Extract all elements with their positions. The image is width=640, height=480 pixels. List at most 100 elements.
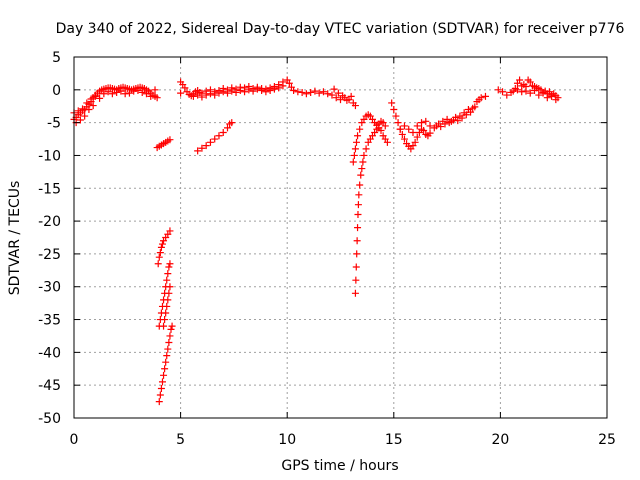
- x-tick-label: 25: [598, 432, 616, 448]
- data-point: [194, 91, 202, 99]
- data-point: [165, 289, 173, 297]
- y-tick-label: -15: [38, 181, 61, 197]
- data-point: [494, 86, 502, 94]
- data-point: [347, 92, 355, 100]
- data-point: [163, 352, 171, 360]
- data-point: [83, 99, 91, 107]
- data-point: [352, 263, 360, 271]
- data-point: [211, 91, 219, 99]
- data-point: [76, 116, 84, 124]
- data-point: [354, 224, 362, 232]
- grid: [74, 57, 607, 418]
- data-point: [539, 89, 547, 97]
- data-point: [125, 89, 133, 97]
- data-point: [481, 92, 489, 100]
- data-point: [177, 89, 185, 97]
- data-point: [168, 322, 176, 330]
- data-point: [475, 96, 483, 104]
- y-tick-label: -45: [38, 378, 61, 394]
- data-point: [405, 125, 413, 133]
- x-tick-label: 15: [385, 432, 403, 448]
- data-point: [471, 103, 479, 111]
- data-point: [307, 88, 315, 96]
- data-point: [219, 128, 227, 136]
- data-point: [290, 86, 298, 94]
- data-point: [198, 144, 206, 152]
- data-point: [343, 96, 351, 104]
- data-point: [334, 89, 342, 97]
- data-point: [328, 91, 336, 99]
- data-point: [377, 127, 385, 135]
- y-tick-label: -10: [38, 148, 61, 164]
- data-point: [166, 283, 174, 291]
- data-point: [413, 133, 421, 141]
- data-point: [228, 119, 236, 127]
- data-point: [165, 339, 173, 347]
- data-point: [411, 138, 419, 146]
- data-point: [355, 191, 363, 199]
- data-point: [164, 296, 172, 304]
- data-point: [215, 132, 223, 140]
- data-point: [354, 211, 362, 219]
- data-point: [311, 87, 319, 95]
- data-point: [396, 125, 404, 133]
- data-point: [153, 94, 161, 102]
- data-point: [503, 91, 511, 99]
- data-point: [526, 78, 534, 86]
- data-point: [400, 135, 408, 143]
- data-point: [166, 227, 174, 235]
- data-point: [157, 243, 165, 251]
- data-point: [351, 289, 359, 297]
- data-point: [275, 84, 283, 92]
- data-point: [350, 151, 358, 159]
- data-point: [89, 102, 97, 110]
- data-point: [409, 128, 417, 136]
- data-point: [198, 93, 206, 101]
- data-point: [96, 94, 104, 102]
- data-point: [319, 88, 327, 96]
- data-point: [162, 309, 170, 317]
- data-point: [392, 112, 400, 120]
- data-point: [113, 88, 121, 96]
- data-point: [462, 111, 470, 119]
- data-point: [154, 260, 162, 268]
- data-point: [324, 90, 332, 98]
- data-markers: [70, 76, 562, 406]
- data-point: [189, 92, 197, 100]
- data-point: [266, 86, 274, 94]
- x-axis-label: GPS time / hours: [281, 458, 398, 474]
- data-point: [206, 138, 214, 146]
- chart-title: Day 340 of 2022, Sidereal Day-to-day VTE…: [56, 21, 625, 37]
- data-point: [279, 82, 287, 90]
- y-tick-label: -20: [38, 214, 61, 230]
- data-point: [499, 88, 507, 96]
- data-point: [147, 92, 155, 100]
- data-point: [142, 90, 150, 98]
- data-point: [522, 87, 530, 95]
- data-point: [163, 276, 171, 284]
- y-tick-label: -35: [38, 313, 61, 329]
- data-point: [160, 371, 168, 379]
- y-tick-label: -25: [38, 247, 61, 263]
- y-tick-label: -5: [47, 116, 61, 132]
- data-point: [356, 125, 364, 133]
- data-point: [426, 129, 434, 137]
- x-tick-label: 0: [70, 432, 79, 448]
- data-point: [91, 92, 99, 100]
- data-point: [121, 90, 129, 98]
- data-point: [87, 95, 95, 103]
- data-point: [117, 87, 125, 95]
- data-point: [352, 138, 360, 146]
- data-point: [202, 91, 210, 99]
- data-point: [467, 108, 475, 116]
- data-point: [74, 107, 82, 115]
- data-point: [516, 76, 524, 84]
- y-tick-label: -30: [38, 280, 61, 296]
- y-tick-labels: 5 0 -5 -10 -15 -20 -25 -30 -35 -40 -45 -50: [38, 50, 61, 427]
- data-point: [161, 365, 169, 373]
- data-point: [432, 122, 440, 130]
- data-point: [258, 86, 266, 94]
- data-point: [130, 87, 138, 95]
- data-point: [206, 90, 214, 98]
- data-point: [285, 79, 293, 87]
